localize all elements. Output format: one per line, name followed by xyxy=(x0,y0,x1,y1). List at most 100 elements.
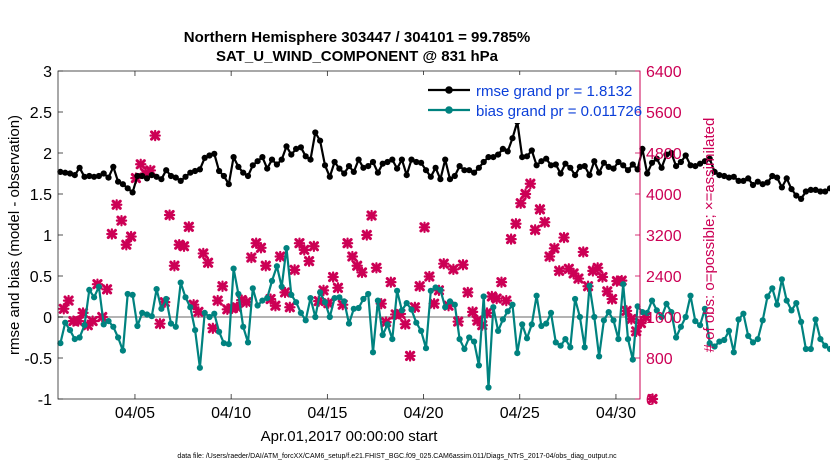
y-tick-label: -0.5 xyxy=(24,351,52,368)
rmse-series-point xyxy=(471,169,478,176)
legend: rmse grand pr = 1.8132 bias grand pr = 0… xyxy=(422,75,642,123)
rmse-series-point xyxy=(466,167,473,174)
assimilated-count-marker xyxy=(365,209,378,222)
rmse-series-point xyxy=(557,170,564,177)
assimilated-count-marker xyxy=(572,272,585,285)
bias-series-point xyxy=(648,297,656,304)
rmse-series-point xyxy=(572,172,579,179)
rmse-series-point xyxy=(711,168,718,175)
x-tick-label: 04/30 xyxy=(596,405,636,422)
bias-series-point xyxy=(259,297,266,304)
rmse-series-point xyxy=(634,166,641,173)
rmse-series-point xyxy=(369,158,377,166)
bias-series-point xyxy=(668,309,675,316)
bias-series-point xyxy=(312,313,319,321)
bias-series-point xyxy=(129,291,136,298)
rmse-series-point xyxy=(317,137,324,144)
bias-series-point xyxy=(220,340,227,347)
rmse-series-point xyxy=(677,158,685,166)
legend-rmse-label: rmse grand pr = 1.8132 xyxy=(476,83,632,100)
bias-series-point xyxy=(812,316,819,323)
rmse-series-point xyxy=(100,170,107,177)
bias-series-point xyxy=(774,301,781,308)
rmse-series-point xyxy=(499,145,506,152)
rmse-series-point xyxy=(278,156,285,163)
rmse-series-point xyxy=(456,163,463,170)
bias-series-point xyxy=(716,338,723,345)
bias-series-point xyxy=(110,323,117,330)
rmse-series-point xyxy=(552,161,559,168)
rmse-series-point xyxy=(379,160,386,167)
bias-series-point xyxy=(697,322,704,329)
bias-series-point xyxy=(196,364,203,371)
bias-series-point xyxy=(701,305,709,312)
bias-series-point xyxy=(81,322,88,329)
rmse-series-point xyxy=(653,155,660,162)
bias-series-point xyxy=(653,307,660,314)
rmse-series-point xyxy=(442,156,449,163)
bias-series-point xyxy=(745,332,752,339)
rmse-series-point xyxy=(620,162,627,169)
rmse-series-point xyxy=(437,176,444,183)
rmse-series-point xyxy=(422,167,430,174)
bias-series-point xyxy=(66,327,74,334)
assimilated-count-marker xyxy=(284,301,296,313)
assimilated-count-marker xyxy=(462,286,474,299)
bias-series-point xyxy=(451,301,458,308)
rmse-series-point xyxy=(769,172,776,180)
rmse-series-point xyxy=(259,154,266,161)
bias-series-point xyxy=(533,292,540,299)
rmse-series-point xyxy=(446,176,454,183)
rmse-series-point xyxy=(153,173,160,180)
rmse-series-point xyxy=(581,163,588,170)
y-tick-label: 1 xyxy=(43,228,52,245)
bias-series-point xyxy=(543,320,550,327)
rmse-series-point xyxy=(331,158,338,166)
assimilated-count-marker xyxy=(168,260,181,272)
rmse-series-point xyxy=(201,154,208,161)
rmse-series-point xyxy=(648,159,656,166)
y2-tick-label: 4800 xyxy=(646,146,682,163)
rmse-series-point xyxy=(129,189,136,196)
rmse-series-point xyxy=(427,173,434,180)
bias-series-point xyxy=(365,290,372,298)
bias-series-point xyxy=(591,313,598,321)
legend-rmse-marker xyxy=(445,86,453,94)
assimilated-count-marker xyxy=(245,251,258,264)
bias-series-point xyxy=(504,308,511,315)
assimilated-count-marker xyxy=(543,250,556,263)
assimilated-count-marker xyxy=(577,246,589,258)
chart-subtitle: SAT_U_WIND_COMPONENT @ 831 hPa xyxy=(216,48,499,65)
assimilated-count-marker xyxy=(447,263,460,276)
rmse-series-point xyxy=(706,155,713,162)
bias-series-point xyxy=(706,340,713,347)
rmse-series-point xyxy=(307,156,314,163)
rmse-series-point xyxy=(312,129,319,136)
rmse-series-point xyxy=(196,166,203,173)
bias-series-point xyxy=(519,321,526,328)
bias-series-point xyxy=(206,313,213,321)
bias-series-point xyxy=(764,293,771,300)
rmse-series-point xyxy=(509,135,516,142)
y-tick-label: 2 xyxy=(43,146,52,163)
rmse-series-point xyxy=(360,164,367,171)
rmse-series-point xyxy=(66,170,74,177)
bias-series-point xyxy=(158,305,165,312)
assimilated-count-marker xyxy=(606,293,618,305)
bias-series-point xyxy=(177,279,184,286)
rmse-series-point xyxy=(76,164,83,171)
rmse-series-point xyxy=(798,195,805,202)
bias-series-point xyxy=(249,285,256,292)
bias-series-point xyxy=(187,304,194,311)
bias-series-point xyxy=(326,313,333,321)
rmse-series-point xyxy=(716,172,723,179)
bias-series-point xyxy=(721,336,728,344)
bias-series-point xyxy=(264,295,271,302)
rmse-series-point xyxy=(244,172,252,180)
bias-series-point xyxy=(345,320,353,327)
assimilated-count-marker xyxy=(211,294,224,307)
rmse-series-point xyxy=(148,172,155,179)
bias-series-point xyxy=(798,318,805,325)
assimilated-count-marker xyxy=(361,229,373,241)
bias-series-point xyxy=(62,319,69,326)
